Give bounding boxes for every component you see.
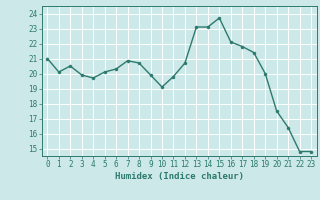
X-axis label: Humidex (Indice chaleur): Humidex (Indice chaleur) (115, 172, 244, 181)
